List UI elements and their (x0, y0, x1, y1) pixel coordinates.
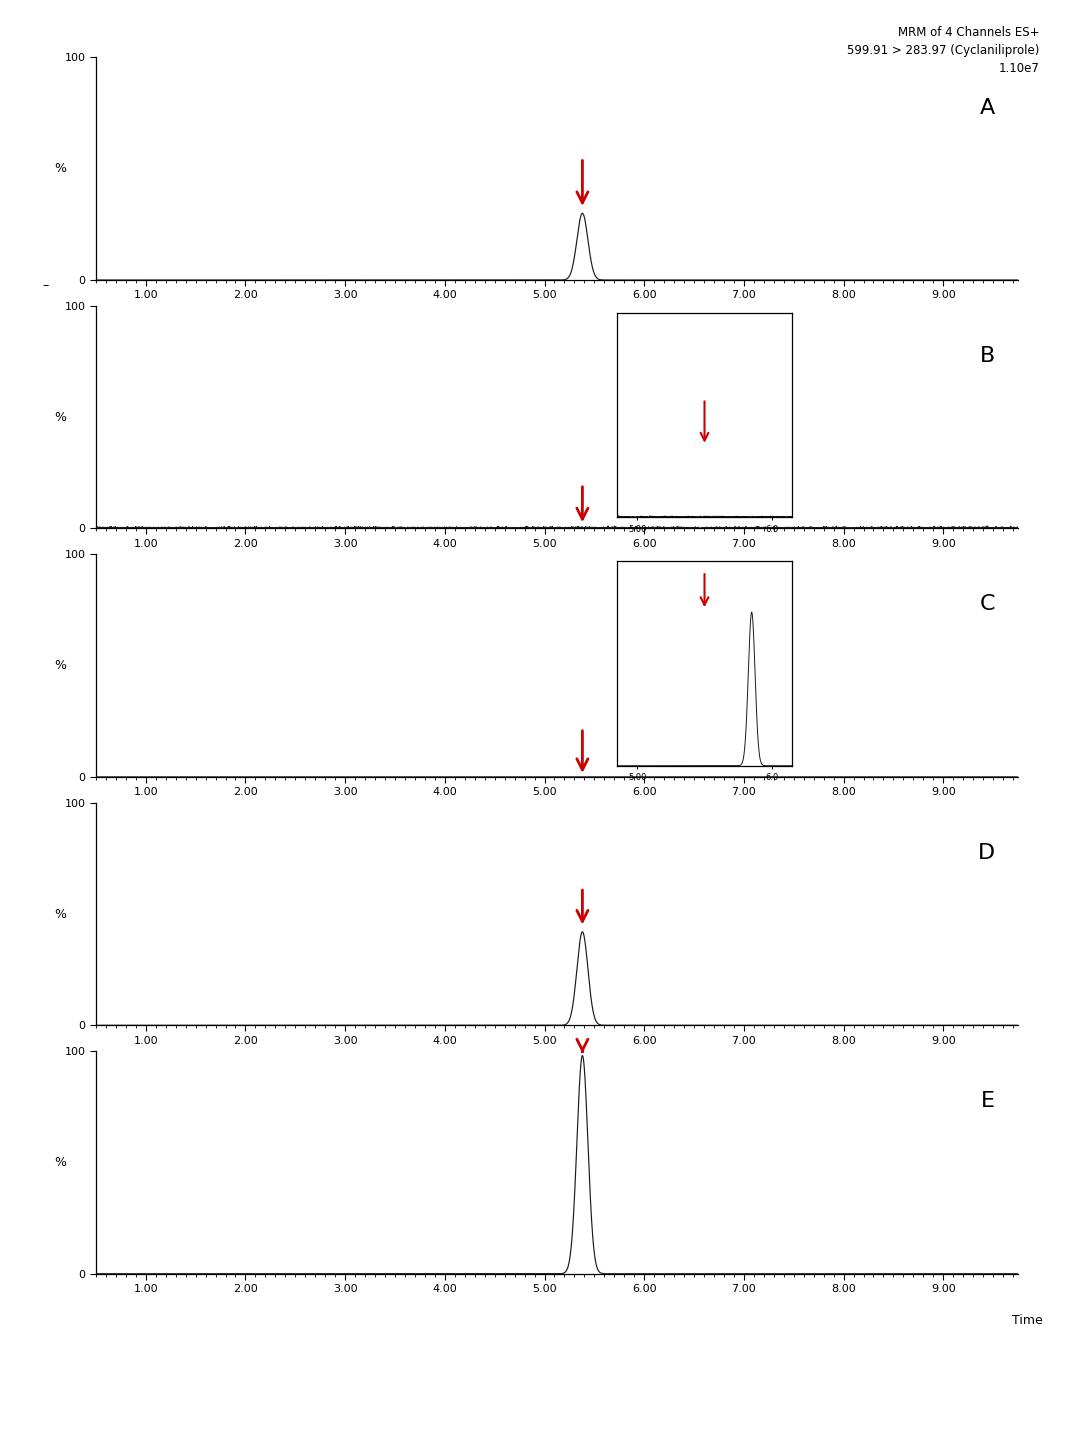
Text: %: % (54, 1156, 66, 1169)
Text: D: D (978, 843, 995, 863)
Text: C: C (980, 595, 995, 615)
Text: B: B (980, 346, 995, 366)
Text: A: A (980, 98, 995, 118)
X-axis label: Time: Time (1012, 1314, 1043, 1327)
Text: %: % (54, 162, 66, 175)
Text: %: % (54, 411, 66, 424)
Text: %: % (54, 659, 66, 672)
Text: E: E (981, 1091, 995, 1111)
Text: MRM of 4 Channels ES+
599.91 > 283.97 (Cyclaniliprole)
1.10e7: MRM of 4 Channels ES+ 599.91 > 283.97 (C… (847, 26, 1039, 75)
Text: %: % (54, 908, 66, 920)
Text: –: – (42, 280, 48, 293)
